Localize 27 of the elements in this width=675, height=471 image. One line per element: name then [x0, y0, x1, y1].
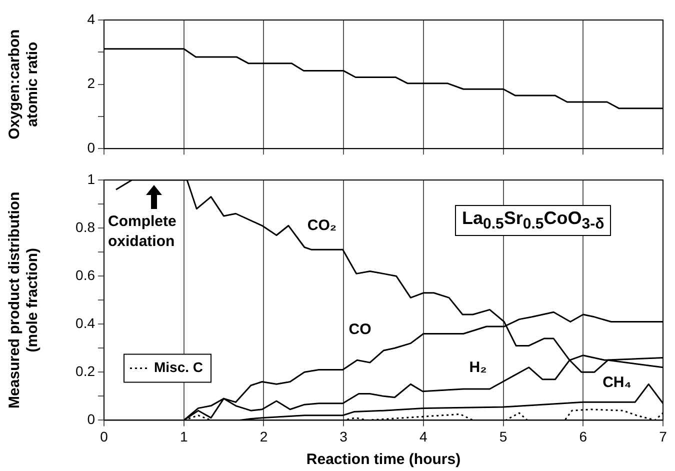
x-tick-label: 5: [499, 428, 508, 444]
x-tick-label: 6: [579, 428, 588, 444]
y-tick-label: 2: [87, 75, 96, 92]
series-label: CO: [348, 321, 372, 338]
y-tick-label: 0.8: [76, 218, 96, 235]
y-tick-label: 4: [87, 10, 96, 27]
x-tick-label: 1: [180, 428, 188, 444]
y-axis-title: Oxygen:carbon atomic ratio: [6, 29, 42, 140]
series-label: CO₂: [307, 217, 337, 234]
x-tick-label: 0: [100, 428, 108, 444]
annotation: Complete oxidation: [108, 213, 176, 250]
x-tick-label: 3: [340, 428, 348, 444]
x-tick-label: 7: [659, 428, 668, 444]
x-axis-title: Reaction time (hours): [306, 451, 461, 468]
x-tick-label: 4: [420, 428, 428, 444]
series-label: CH₄: [602, 374, 632, 392]
y-tick-label: 0.2: [76, 363, 96, 380]
y-tick-label: 0: [87, 411, 96, 428]
y-tick-label: 1: [87, 170, 96, 187]
series-label: H₂: [469, 359, 487, 376]
y-tick-label: 0.4: [76, 314, 96, 331]
y-tick-label: 0.6: [76, 266, 96, 283]
y-axis-title: Measured product distribution (mole fraction): [6, 192, 42, 408]
annotation: La$_{0.5}$Sr$_{0.5}$CoO$_{3-δ}$: [455, 205, 612, 236]
legend-label: Misc. C: [154, 359, 204, 376]
x-tick-label: 2: [260, 428, 268, 444]
y-tick-label: 0: [87, 139, 96, 156]
